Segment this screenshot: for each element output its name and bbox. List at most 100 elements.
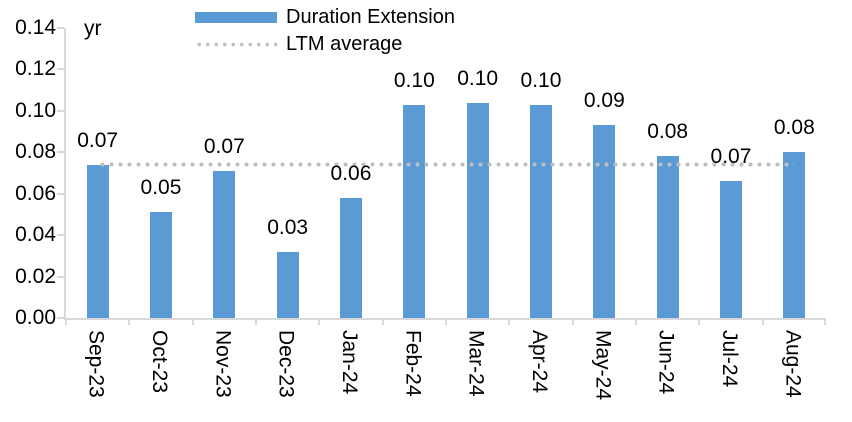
x-axis-label-cell: Jun-24	[634, 330, 697, 420]
bar-cell-dec-23: 0.03	[256, 28, 319, 318]
legend-item-duration-extension: Duration Extension	[195, 4, 455, 30]
x-axis-tick-mark	[824, 318, 826, 325]
x-axis-label-dec-23: Dec-23	[274, 330, 298, 398]
bar-jun-24	[656, 156, 679, 318]
x-axis-tick-mark	[255, 318, 257, 325]
y-axis-tick-mark	[57, 151, 64, 154]
bar-mar-24	[466, 102, 489, 318]
y-axis-tick-label: 0.12	[15, 57, 56, 81]
x-axis-tick-mark	[128, 318, 131, 325]
y-axis-tick-mark	[57, 68, 64, 71]
x-axis-labels: Sep-23 Oct-23 Nov-23 Dec-23 Jan-24 Feb-24 Mar-…	[64, 330, 824, 420]
x-axis-label-jul-24: Jul-24	[717, 330, 741, 388]
y-axis-tick-mark	[57, 192, 64, 195]
x-axis-tick-mark	[445, 318, 447, 325]
legend-dotted-line-swatch-icon	[195, 41, 277, 47]
y-axis-tick-mark	[57, 275, 64, 278]
x-axis-label-cell: Oct-23	[127, 330, 190, 420]
x-axis-label-mar-24: Mar-24	[464, 330, 488, 397]
bar-feb-24	[403, 104, 426, 318]
y-axis-unit-label: yr	[84, 17, 102, 40]
bar-cell-sep-23: 0.07	[66, 28, 129, 318]
x-axis-label-may-24: May-24	[591, 330, 615, 401]
y-axis-tick-label: 0.00	[15, 306, 56, 329]
x-axis-tick-mark	[761, 318, 764, 325]
bar-dec-23	[276, 251, 299, 318]
x-axis-label-nov-23: Nov-23	[211, 330, 235, 398]
bar-data-label: 0.03	[267, 215, 309, 239]
bar-data-label: 0.09	[583, 89, 625, 113]
bar-sep-23	[86, 164, 109, 318]
legend-label-ltm-average: LTM average	[286, 32, 403, 55]
y-axis-tick-label: 0.08	[15, 140, 56, 164]
y-axis-tick-label: 0.10	[15, 98, 56, 122]
y-axis-tick-mark	[57, 27, 64, 29]
ltm-average-line	[97, 162, 795, 168]
x-axis-tick-mark	[698, 318, 701, 325]
x-axis-tick-mark	[65, 318, 67, 325]
x-axis-label-cell: Feb-24	[381, 330, 444, 420]
x-axis-label-cell: Mar-24	[444, 330, 507, 420]
y-axis-tick-label: 0.04	[15, 223, 56, 247]
y-axis-tick-label: 0.02	[15, 264, 56, 288]
x-axis-label-aug-24: Aug-24	[781, 330, 805, 398]
y-axis-tick-mark	[57, 317, 64, 319]
legend: Duration Extension LTM average	[195, 4, 455, 57]
x-axis-label-cell: Aug-24	[761, 330, 824, 420]
y-axis-tick-label: 0.14	[15, 16, 56, 39]
x-axis-label-jan-24: Jan-24	[337, 330, 361, 395]
bar-data-label: 0.10	[393, 68, 435, 92]
bar-data-label: 0.10	[520, 68, 562, 92]
x-axis-label-feb-24: Feb-24	[401, 330, 425, 397]
bar-cell-jun-24: 0.08	[636, 28, 699, 318]
x-axis-tick-mark	[191, 318, 194, 325]
bar-may-24	[593, 125, 616, 318]
bar-cell-nov-23: 0.07	[193, 28, 256, 318]
bar-data-label: 0.06	[330, 161, 372, 185]
x-axis-label-cell: May-24	[571, 330, 634, 420]
y-axis-tick-label: 0.06	[15, 181, 56, 205]
bar-cell-mar-24: 0.10	[446, 28, 509, 318]
bar-data-label: 0.07	[203, 134, 245, 158]
x-axis-label-apr-24: Apr-24	[527, 330, 551, 394]
bar-cell-jan-24: 0.06	[319, 28, 382, 318]
bar-data-label: 0.05	[140, 176, 182, 200]
bar-nov-23	[213, 170, 236, 318]
legend-item-ltm-average: LTM average	[195, 31, 455, 57]
x-axis-label-oct-23: Oct-23	[147, 330, 171, 394]
x-axis-label-cell: Sep-23	[64, 330, 127, 420]
bar-data-label: 0.08	[773, 116, 815, 140]
bar-cell-may-24: 0.09	[573, 28, 636, 318]
x-axis-tick-mark	[318, 318, 321, 325]
bar-oct-23	[149, 212, 172, 318]
bar-data-label: 0.10	[457, 66, 499, 90]
y-axis-tick-mark	[57, 109, 64, 112]
x-axis-label-cell: Jan-24	[317, 330, 380, 420]
bar-cell-feb-24: 0.10	[383, 28, 446, 318]
x-axis-label-cell: Jul-24	[697, 330, 760, 420]
x-axis-tick-mark	[508, 318, 511, 325]
x-axis-label-sep-23: Sep-23	[84, 330, 108, 398]
plot-area: 0.07 0.05 0.07 0.03 0.06 0.10 0.10 0.10 0.09 0.08…	[57, 27, 826, 325]
bar-apr-24	[529, 104, 552, 318]
bar-jul-24	[719, 181, 742, 318]
x-axis-label-cell: Nov-23	[191, 330, 254, 420]
bar-aug-24	[783, 152, 806, 318]
bar-jan-24	[339, 197, 362, 318]
x-axis-label-cell: Apr-24	[507, 330, 570, 420]
bar-cell-jul-24: 0.07	[699, 28, 762, 318]
x-axis-tick-mark	[571, 318, 574, 325]
bar-data-label: 0.07	[77, 128, 119, 152]
bar-data-label: 0.07	[710, 145, 752, 169]
bar-data-label: 0.08	[647, 120, 689, 144]
bar-cell-apr-24: 0.10	[509, 28, 572, 318]
x-axis-tick-mark	[381, 318, 384, 325]
bar-cell-aug-24: 0.08	[763, 28, 826, 318]
bar-cell-oct-23: 0.05	[129, 28, 192, 318]
x-axis-label-cell: Dec-23	[254, 330, 317, 420]
x-axis-label-jun-24: Jun-24	[654, 330, 678, 395]
legend-label-duration-extension: Duration Extension	[286, 5, 455, 28]
y-axis-tick-mark	[57, 234, 64, 237]
legend-bar-swatch-icon	[195, 11, 277, 23]
